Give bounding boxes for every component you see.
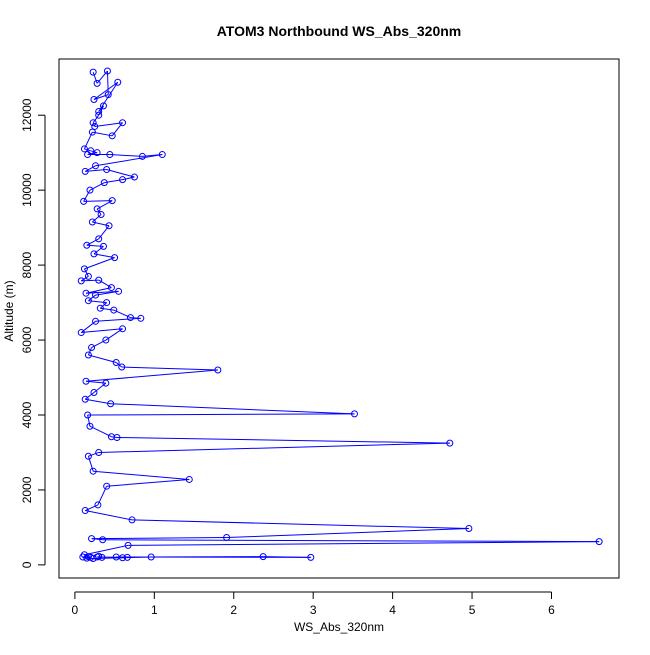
- y-axis-label: Altitude (m): [2, 280, 16, 341]
- y-tick-label: 12000: [20, 98, 34, 132]
- x-tick-label: 2: [230, 603, 237, 617]
- x-tick-label: 1: [151, 603, 158, 617]
- x-tick-label: 5: [469, 603, 476, 617]
- y-tick-label: 6000: [20, 326, 34, 353]
- y-tick-label: 10000: [20, 173, 34, 207]
- y-tick-label: 2000: [20, 476, 34, 503]
- y-tick-label: 0: [20, 561, 34, 568]
- y-tick-label: 4000: [20, 401, 34, 428]
- x-tick-label: 3: [310, 603, 317, 617]
- chart-title: ATOM3 Northbound WS_Abs_320nm: [217, 23, 462, 39]
- x-axis-label: WS_Abs_320nm: [294, 620, 384, 634]
- x-tick-label: 4: [389, 603, 396, 617]
- x-tick-label: 0: [72, 603, 79, 617]
- x-tick-label: 6: [548, 603, 555, 617]
- y-tick-label: 8000: [20, 251, 34, 278]
